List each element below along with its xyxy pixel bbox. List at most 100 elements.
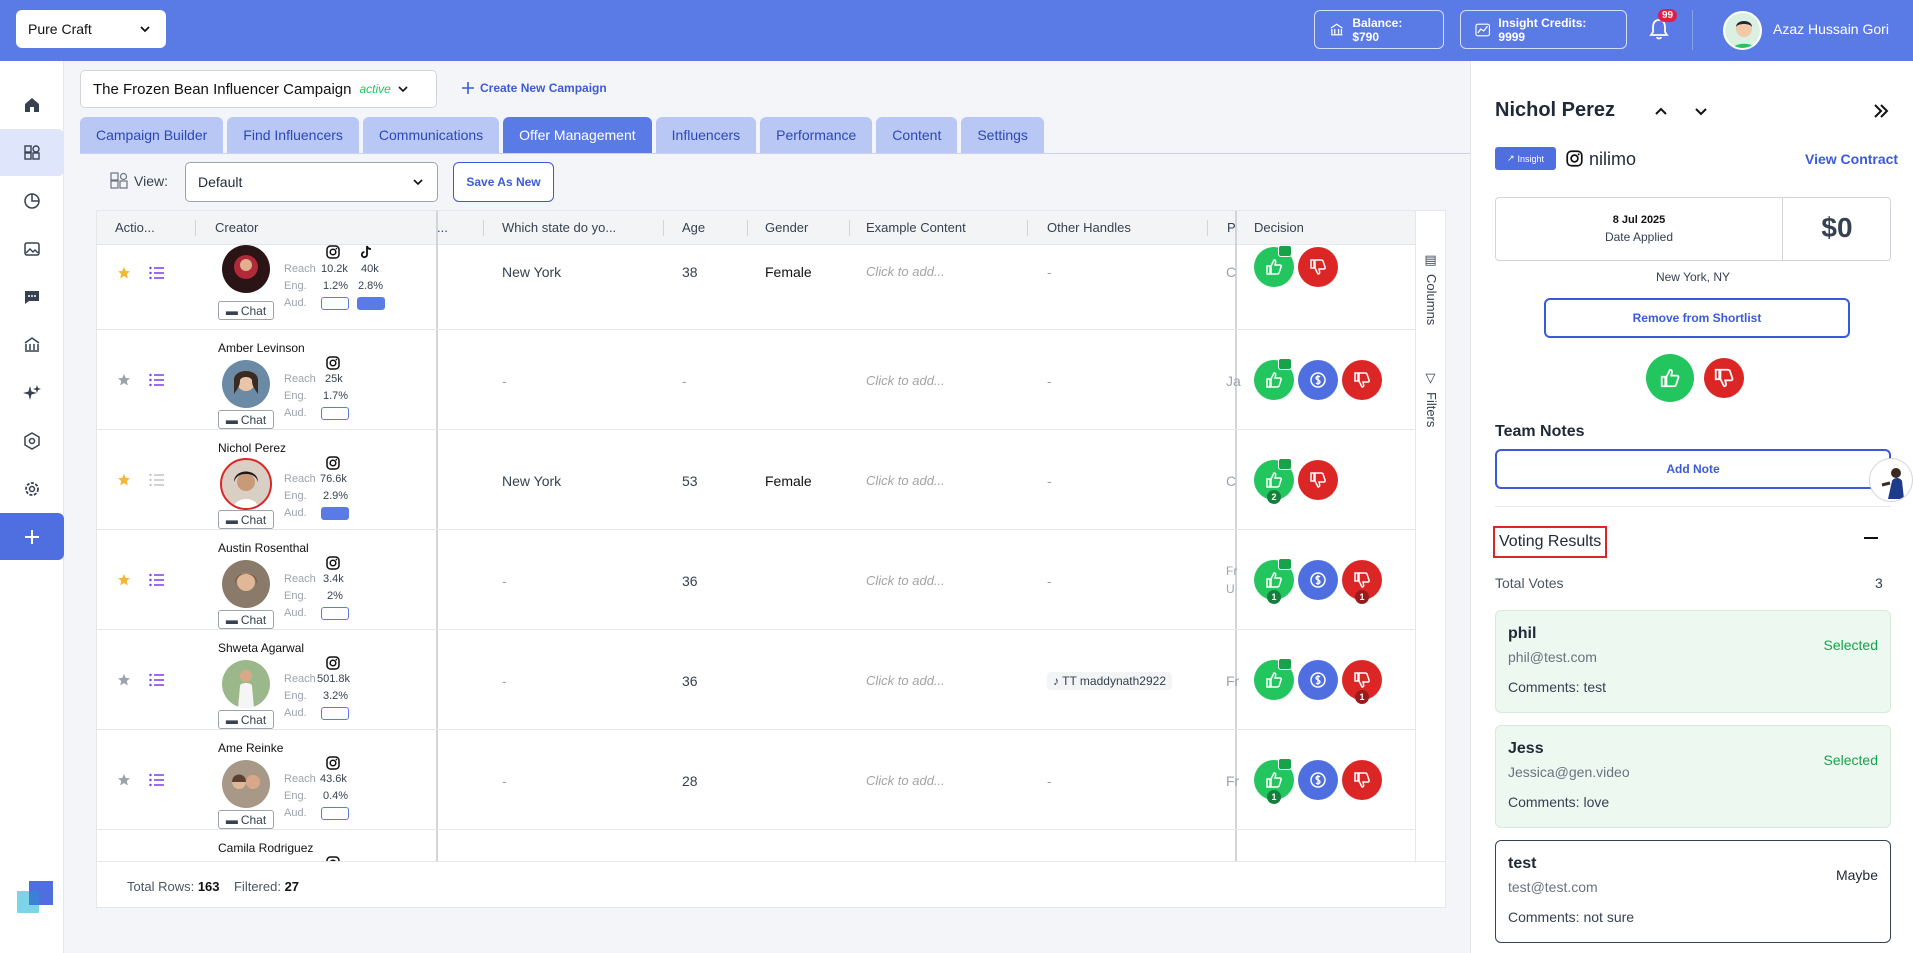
star-icon[interactable] bbox=[117, 473, 131, 487]
list-icon[interactable] bbox=[149, 673, 165, 687]
tab-influencers[interactable]: Influencers bbox=[655, 117, 757, 153]
star-icon[interactable] bbox=[117, 773, 131, 787]
audience-lock-icon[interactable] bbox=[321, 807, 349, 820]
panel-approve-button[interactable] bbox=[1646, 354, 1694, 402]
example-content-cell[interactable]: Click to add... bbox=[866, 373, 945, 388]
tab-campaign-builder[interactable]: Campaign Builder bbox=[80, 117, 224, 153]
sidebar-item-settings[interactable] bbox=[0, 465, 64, 512]
star-icon[interactable] bbox=[117, 266, 131, 280]
reject-button[interactable] bbox=[1298, 460, 1338, 500]
header-other-handles[interactable]: Other Handles bbox=[1047, 220, 1131, 235]
age-cell[interactable]: 38 bbox=[682, 264, 698, 280]
list-icon[interactable] bbox=[149, 373, 165, 387]
star-icon[interactable] bbox=[117, 673, 131, 687]
audience-lock-icon[interactable] bbox=[321, 707, 349, 720]
org-select[interactable]: Pure Craft bbox=[16, 10, 166, 48]
insight-credits-button[interactable]: Insight Credits: 9999 bbox=[1460, 10, 1627, 49]
voting-results-heading[interactable]: Voting Results bbox=[1493, 526, 1608, 558]
save-as-new-button[interactable]: Save As New bbox=[453, 162, 554, 202]
age-cell[interactable]: - bbox=[682, 373, 687, 389]
state-cell[interactable]: New York bbox=[502, 473, 562, 489]
tab-offer-management[interactable]: Offer Management bbox=[503, 117, 652, 153]
age-cell[interactable]: 36 bbox=[682, 573, 698, 589]
table-row[interactable]: Austin Rosenthal ▬ Chat Reach 3.4k Eng. 2… bbox=[97, 530, 1415, 630]
tab-find-influencers[interactable]: Find Influencers bbox=[227, 117, 359, 153]
reject-button[interactable] bbox=[1342, 760, 1382, 800]
avatar[interactable] bbox=[222, 660, 270, 708]
header-creator[interactable]: Creator bbox=[215, 220, 259, 235]
example-content-cell[interactable]: Click to add... bbox=[866, 573, 945, 588]
reject-button[interactable] bbox=[1342, 360, 1382, 400]
state-cell[interactable]: - bbox=[502, 573, 507, 589]
creator-name[interactable]: Camila Rodriguez bbox=[218, 841, 314, 855]
audience-lock-icon[interactable] bbox=[321, 607, 349, 620]
handle-chip[interactable]: ♪ TT maddynath2922 bbox=[1047, 672, 1172, 690]
header-p[interactable]: P bbox=[1227, 220, 1236, 235]
chat-button[interactable]: ▬ Chat bbox=[218, 710, 274, 729]
offer-button[interactable] bbox=[1298, 660, 1338, 700]
sidebar-item-messages[interactable] bbox=[0, 273, 64, 320]
add-note-button[interactable]: Add Note bbox=[1495, 449, 1891, 489]
creator-name[interactable]: Ame Reinke bbox=[218, 741, 284, 755]
approve-button[interactable] bbox=[1254, 658, 1294, 700]
avatar[interactable] bbox=[222, 245, 270, 293]
creator-name[interactable]: Nichol Perez bbox=[218, 441, 287, 455]
header-actions[interactable]: Actio... bbox=[115, 220, 155, 235]
user-avatar[interactable] bbox=[1723, 11, 1762, 50]
tab-performance[interactable]: Performance bbox=[760, 117, 873, 153]
table-row[interactable]: Camila Rodriguez bbox=[97, 830, 1415, 861]
floating-user-avatar[interactable] bbox=[1869, 458, 1913, 502]
chat-button[interactable]: ▬ Chat bbox=[218, 610, 274, 629]
create-new-campaign-link[interactable]: Create New Campaign bbox=[462, 81, 607, 95]
collapse-panel-icon[interactable] bbox=[1871, 101, 1891, 121]
chat-button[interactable]: ▬ Chat bbox=[218, 810, 274, 829]
header-gender[interactable]: Gender bbox=[765, 220, 809, 235]
view-contract-link[interactable]: View Contract bbox=[1805, 151, 1899, 167]
state-cell[interactable]: - bbox=[502, 673, 507, 689]
chat-button[interactable]: ▬ Chat bbox=[218, 301, 274, 320]
age-cell[interactable]: 36 bbox=[682, 673, 698, 689]
filters-toggle[interactable]: ▽ Filters bbox=[1424, 371, 1439, 427]
audience-lock-icon[interactable] bbox=[321, 297, 349, 310]
list-icon[interactable] bbox=[149, 773, 165, 787]
header-example-content[interactable]: Example Content bbox=[866, 220, 966, 235]
chevron-down-icon[interactable] bbox=[1691, 101, 1711, 121]
insight-badge[interactable]: ↗ Insight bbox=[1495, 147, 1556, 170]
age-cell[interactable]: 28 bbox=[682, 773, 698, 789]
list-icon[interactable] bbox=[149, 573, 165, 587]
example-content-cell[interactable]: Click to add... bbox=[866, 473, 945, 488]
age-cell[interactable]: 53 bbox=[682, 473, 698, 489]
creator-name[interactable]: Austin Rosenthal bbox=[218, 541, 309, 555]
other-handles-cell[interactable]: - bbox=[1047, 573, 1052, 589]
avatar[interactable] bbox=[222, 760, 270, 808]
avatar[interactable] bbox=[220, 458, 272, 510]
approve-button[interactable] bbox=[1254, 245, 1294, 287]
panel-handle[interactable]: nilimo bbox=[1589, 149, 1637, 169]
sidebar-item-integrations[interactable] bbox=[0, 417, 64, 464]
other-handles-cell[interactable]: - bbox=[1047, 773, 1052, 789]
tab-communications[interactable]: Communications bbox=[362, 117, 500, 153]
example-content-cell[interactable]: Click to add... bbox=[866, 673, 945, 688]
header-age[interactable]: Age bbox=[682, 220, 706, 235]
state-cell[interactable]: - bbox=[502, 773, 507, 789]
example-content-cell[interactable]: Click to add... bbox=[866, 773, 945, 788]
sidebar-item-analytics[interactable] bbox=[0, 177, 64, 224]
balance-button[interactable]: Balance: $790 bbox=[1314, 10, 1444, 49]
example-content-cell[interactable]: Click to add... bbox=[866, 264, 945, 279]
reject-button[interactable]: 1 bbox=[1342, 660, 1382, 704]
audience-chart-icon[interactable] bbox=[357, 297, 385, 310]
creator-name[interactable]: Amber Levinson bbox=[218, 341, 305, 355]
state-cell[interactable]: - bbox=[502, 373, 507, 389]
campaign-select[interactable]: The Frozen Bean Influencer Campaign acti… bbox=[80, 70, 437, 108]
audience-lock-icon[interactable] bbox=[321, 407, 349, 420]
header-state[interactable]: Which state do yo... bbox=[502, 220, 617, 235]
table-row[interactable]: Amber Levinson ▬ Chat Reach 25k Eng. 1.7%… bbox=[97, 330, 1415, 430]
approve-button[interactable]: 1 bbox=[1254, 558, 1294, 604]
avatar[interactable] bbox=[222, 560, 270, 608]
table-row[interactable]: Ame Reinke ▬ Chat Reach 43.6k Eng. 0.4% A… bbox=[97, 730, 1415, 830]
reject-button[interactable] bbox=[1298, 247, 1338, 287]
sidebar-item-home[interactable] bbox=[0, 81, 64, 128]
audience-chart-icon[interactable] bbox=[321, 507, 349, 520]
offer-button[interactable] bbox=[1298, 360, 1338, 400]
creator-name[interactable]: Shweta Agarwal bbox=[218, 641, 305, 655]
